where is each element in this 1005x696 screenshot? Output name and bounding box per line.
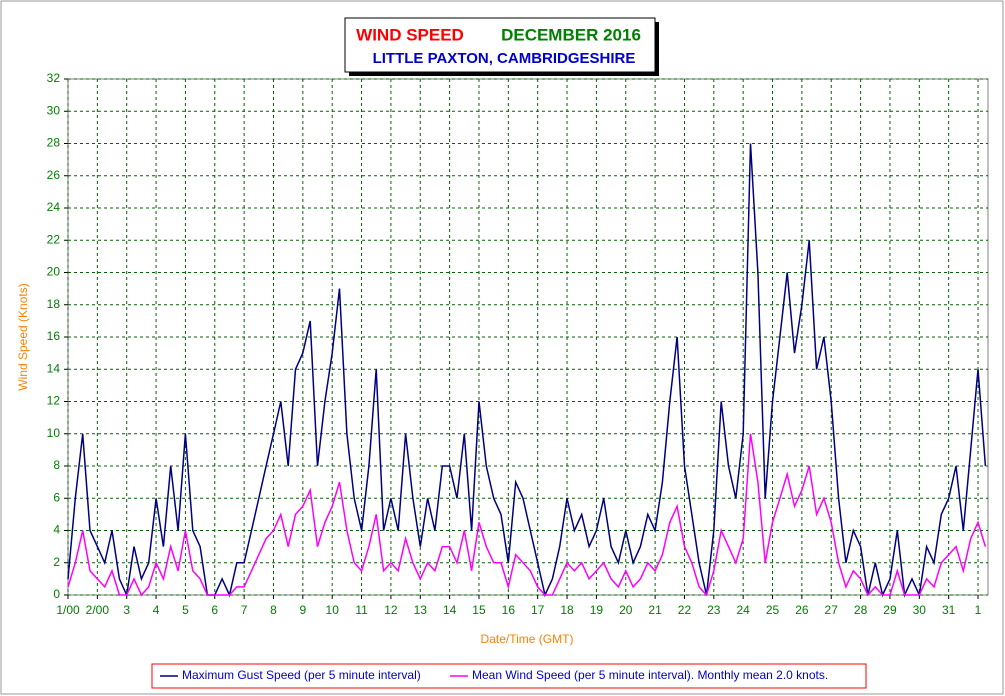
legend [151, 663, 867, 689]
y-axis-label: Wind Speed (Knots) [16, 283, 30, 390]
x-tick-label: 8 [270, 603, 277, 617]
series-line [67, 143, 987, 598]
y-tick-label: 12 [47, 394, 61, 408]
y-tick-label: 18 [47, 297, 61, 311]
y-tick-label: 26 [47, 168, 61, 182]
y-tick-label: 28 [47, 136, 61, 150]
x-tick-label: 28 [854, 603, 868, 617]
x-axis-label: Date/Time (GMT) [481, 632, 574, 646]
chart-title: WIND SPEED [356, 25, 464, 44]
x-tick-label: 21 [648, 603, 662, 617]
y-tick-label: 4 [53, 523, 60, 537]
x-tick-label: 2/00 [86, 603, 110, 617]
x-tick-label: 12 [384, 603, 398, 617]
y-tick-label: 6 [53, 490, 60, 504]
x-tick-label: 19 [590, 603, 604, 617]
x-tick-label: 15 [472, 603, 486, 617]
x-tick-label: 20 [619, 603, 633, 617]
chart-period: DECEMBER 2016 [501, 25, 641, 44]
x-tick-label: 25 [766, 603, 780, 617]
x-tick-label: 18 [560, 603, 574, 617]
x-tick-label: 17 [531, 603, 545, 617]
x-tick-label: 1 [975, 603, 982, 617]
y-tick-label: 8 [53, 458, 60, 472]
legend-label: Mean Wind Speed (per 5 minute interval).… [472, 668, 828, 682]
x-tick-label: 31 [942, 603, 956, 617]
x-tick-label: 30 [913, 603, 927, 617]
x-tick-label: 14 [443, 603, 457, 617]
x-tick-label: 24 [736, 603, 750, 617]
x-tick-label: 16 [502, 603, 516, 617]
y-tick-label: 14 [47, 361, 61, 375]
y-tick-label: 16 [47, 329, 61, 343]
y-tick-label: 2 [53, 555, 60, 569]
x-tick-label: 5 [182, 603, 189, 617]
y-tick-label: 0 [53, 587, 60, 601]
x-tick-label: 26 [795, 603, 809, 617]
x-tick-label: 11 [355, 603, 368, 617]
y-tick-label: 32 [47, 71, 61, 85]
x-tick-label: 23 [707, 603, 721, 617]
legend-label: Maximum Gust Speed (per 5 minute interva… [182, 668, 421, 682]
chart-subtitle: LITTLE PAXTON, CAMBRIDGESHIRE [373, 50, 636, 67]
y-tick-label: 30 [47, 103, 61, 117]
series-line [67, 433, 987, 597]
x-tick-label: 22 [678, 603, 692, 617]
title-box [344, 17, 656, 73]
y-tick-label: 10 [47, 426, 61, 440]
x-tick-label: 1/00 [56, 603, 80, 617]
x-tick-label: 9 [299, 603, 306, 617]
x-tick-label: 7 [241, 603, 248, 617]
x-tick-label: 3 [123, 603, 130, 617]
x-tick-label: 29 [883, 603, 897, 617]
x-tick-label: 27 [825, 603, 839, 617]
y-tick-label: 20 [47, 265, 61, 279]
x-tick-label: 10 [326, 603, 340, 617]
x-tick-label: 13 [414, 603, 428, 617]
x-tick-label: 4 [153, 603, 160, 617]
y-tick-label: 24 [47, 200, 61, 214]
y-tick-label: 22 [47, 232, 61, 246]
plot-area [67, 78, 989, 596]
x-tick-label: 6 [211, 603, 218, 617]
